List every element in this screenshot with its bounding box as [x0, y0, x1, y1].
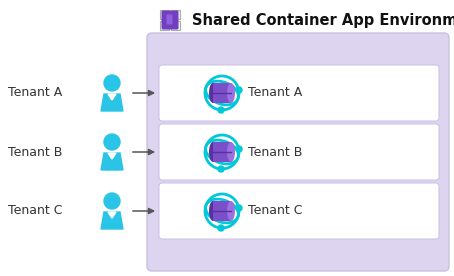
Circle shape — [236, 87, 242, 93]
Polygon shape — [101, 153, 123, 170]
Circle shape — [104, 193, 120, 209]
Polygon shape — [108, 153, 116, 159]
Text: Tenant A: Tenant A — [8, 86, 62, 100]
Circle shape — [218, 166, 224, 172]
FancyBboxPatch shape — [167, 15, 173, 25]
Circle shape — [236, 205, 242, 211]
Bar — [171, 10, 180, 19]
Ellipse shape — [209, 142, 217, 162]
Text: Tenant A: Tenant A — [248, 86, 302, 100]
Text: Tenant C: Tenant C — [8, 205, 63, 217]
Bar — [213, 83, 231, 103]
Text: Shared Container App Environment: Shared Container App Environment — [192, 12, 454, 28]
Ellipse shape — [209, 83, 217, 103]
Ellipse shape — [227, 142, 235, 162]
FancyBboxPatch shape — [159, 183, 439, 239]
Bar — [213, 142, 231, 162]
Text: Tenant B: Tenant B — [248, 145, 302, 158]
FancyBboxPatch shape — [159, 124, 439, 180]
Bar — [213, 201, 231, 221]
Circle shape — [218, 107, 224, 113]
Ellipse shape — [209, 201, 217, 221]
Circle shape — [104, 75, 120, 91]
Bar — [160, 21, 169, 30]
Circle shape — [236, 146, 242, 152]
FancyBboxPatch shape — [159, 65, 439, 121]
Bar — [171, 21, 180, 30]
FancyBboxPatch shape — [162, 10, 178, 30]
Bar — [160, 10, 169, 19]
Polygon shape — [108, 212, 116, 218]
Polygon shape — [101, 94, 123, 111]
Ellipse shape — [227, 83, 235, 103]
Polygon shape — [108, 94, 116, 100]
Text: Tenant B: Tenant B — [8, 145, 62, 158]
Text: Tenant C: Tenant C — [248, 205, 302, 217]
Circle shape — [218, 225, 224, 231]
Ellipse shape — [227, 201, 235, 221]
Polygon shape — [101, 212, 123, 229]
Circle shape — [104, 134, 120, 150]
FancyBboxPatch shape — [147, 33, 449, 271]
